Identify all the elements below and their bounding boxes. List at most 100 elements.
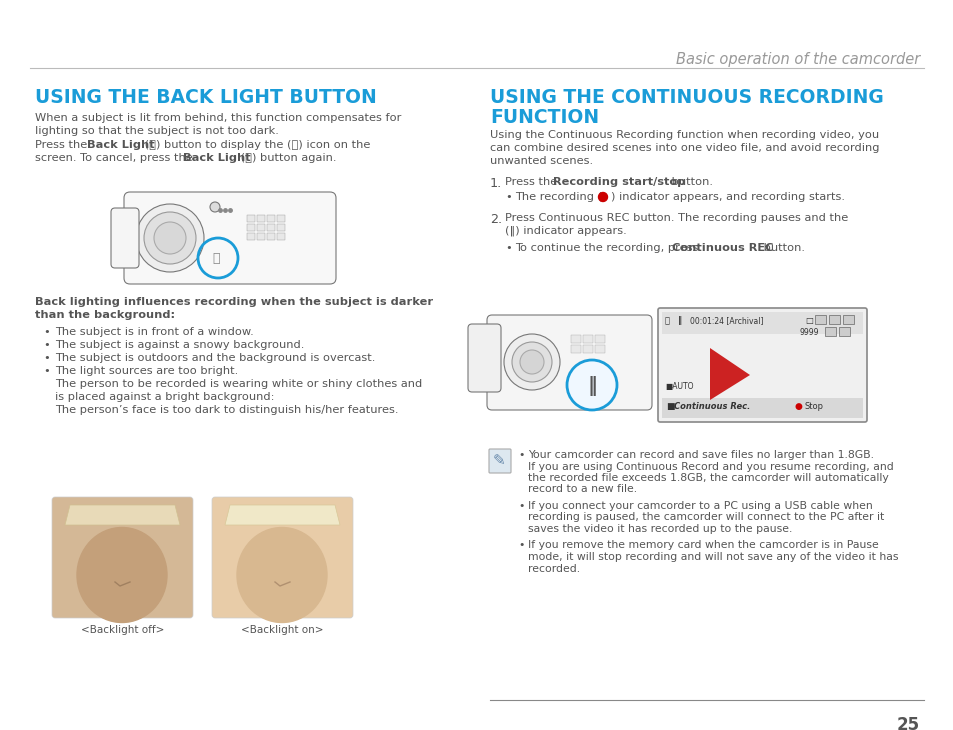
FancyBboxPatch shape	[571, 345, 581, 353]
Text: ■AUTO: ■AUTO	[664, 382, 693, 391]
Text: <Backlight off>: <Backlight off>	[81, 625, 164, 635]
FancyBboxPatch shape	[595, 345, 605, 353]
Polygon shape	[709, 348, 749, 400]
FancyBboxPatch shape	[277, 223, 285, 231]
Text: The subject is outdoors and the background is overcast.: The subject is outdoors and the backgrou…	[55, 353, 375, 363]
FancyBboxPatch shape	[595, 334, 605, 342]
Text: •: •	[43, 353, 50, 363]
Text: the recorded file exceeds 1.8GB, the camcorder will automatically: the recorded file exceeds 1.8GB, the cam…	[527, 473, 888, 483]
FancyBboxPatch shape	[583, 334, 593, 342]
Text: Press the: Press the	[35, 140, 91, 150]
Text: •: •	[43, 340, 50, 350]
Text: button.: button.	[760, 243, 804, 253]
Text: can combine desired scenes into one video file, and avoid recording: can combine desired scenes into one vide…	[490, 143, 879, 153]
FancyBboxPatch shape	[257, 232, 265, 239]
Ellipse shape	[77, 528, 167, 623]
Text: recording is paused, the camcorder will connect to the PC after it: recording is paused, the camcorder will …	[527, 512, 883, 523]
FancyBboxPatch shape	[486, 315, 651, 410]
Text: The person to be recorded is wearing white or shiny clothes and: The person to be recorded is wearing whi…	[55, 379, 422, 389]
FancyBboxPatch shape	[124, 192, 335, 284]
FancyBboxPatch shape	[212, 497, 353, 618]
Text: (‖) indicator appears.: (‖) indicator appears.	[504, 226, 626, 237]
Text: is placed against a bright background:: is placed against a bright background:	[55, 392, 274, 402]
Text: record to a new file.: record to a new file.	[527, 485, 637, 494]
Circle shape	[512, 342, 552, 382]
Text: •: •	[517, 501, 524, 511]
FancyBboxPatch shape	[489, 449, 511, 473]
Text: 25: 25	[896, 716, 919, 730]
Text: USING THE CONTINUOUS RECORDING: USING THE CONTINUOUS RECORDING	[490, 88, 882, 107]
FancyBboxPatch shape	[267, 223, 275, 231]
Circle shape	[598, 193, 607, 201]
Circle shape	[503, 334, 559, 390]
Text: (Ⓡ) button again.: (Ⓡ) button again.	[236, 153, 336, 163]
FancyBboxPatch shape	[247, 215, 255, 221]
Text: Back Light: Back Light	[87, 140, 154, 150]
Circle shape	[519, 350, 543, 374]
Text: The subject is against a snowy background.: The subject is against a snowy backgroun…	[55, 340, 304, 350]
Text: ●: ●	[794, 402, 802, 411]
Text: •: •	[43, 327, 50, 337]
Text: The subject is in front of a window.: The subject is in front of a window.	[55, 327, 253, 337]
Text: saves the video it has recorded up to the pause.: saves the video it has recorded up to th…	[527, 524, 792, 534]
Text: Recording start/stop: Recording start/stop	[553, 177, 684, 187]
Circle shape	[153, 222, 186, 254]
FancyBboxPatch shape	[267, 215, 275, 221]
Text: 1.: 1.	[490, 177, 501, 190]
FancyBboxPatch shape	[111, 208, 139, 268]
FancyBboxPatch shape	[842, 315, 854, 323]
FancyBboxPatch shape	[247, 223, 255, 231]
Text: Back Light: Back Light	[183, 153, 251, 163]
Text: recorded.: recorded.	[527, 564, 579, 574]
Text: The recording (: The recording (	[515, 192, 601, 202]
Text: FUNCTION: FUNCTION	[490, 108, 598, 127]
Text: When a subject is lit from behind, this function compensates for: When a subject is lit from behind, this …	[35, 113, 401, 123]
Text: button.: button.	[667, 177, 712, 187]
Text: Using the Continuous Recording function when recording video, you: Using the Continuous Recording function …	[490, 130, 879, 140]
FancyBboxPatch shape	[661, 312, 862, 334]
Polygon shape	[65, 505, 180, 525]
FancyBboxPatch shape	[257, 215, 265, 221]
Text: Stop: Stop	[804, 402, 823, 411]
Text: 🎥: 🎥	[664, 316, 669, 325]
Text: If you connect your camcorder to a PC using a USB cable when: If you connect your camcorder to a PC us…	[527, 501, 872, 511]
FancyBboxPatch shape	[247, 232, 255, 239]
Text: screen. To cancel, press the: screen. To cancel, press the	[35, 153, 196, 163]
Text: Continuous REC: Continuous REC	[671, 243, 773, 253]
Text: ) indicator appears, and recording starts.: ) indicator appears, and recording start…	[610, 192, 844, 202]
Text: •: •	[504, 192, 511, 202]
Text: lighting so that the subject is not too dark.: lighting so that the subject is not too …	[35, 126, 278, 136]
FancyBboxPatch shape	[839, 326, 850, 336]
Text: Basic operation of the camcorder: Basic operation of the camcorder	[675, 52, 919, 67]
Text: 00:01:24 [Archival]: 00:01:24 [Archival]	[689, 316, 762, 325]
Circle shape	[210, 202, 220, 212]
FancyBboxPatch shape	[277, 215, 285, 221]
FancyBboxPatch shape	[468, 324, 500, 392]
Text: •: •	[43, 366, 50, 376]
Text: Press the: Press the	[504, 177, 560, 187]
Text: To continue the recording, press: To continue the recording, press	[515, 243, 701, 253]
Text: Continuous Rec.: Continuous Rec.	[673, 402, 749, 411]
FancyBboxPatch shape	[277, 232, 285, 239]
Text: than the background:: than the background:	[35, 310, 175, 320]
Text: ■: ■	[665, 402, 674, 411]
FancyBboxPatch shape	[658, 308, 866, 422]
Text: The light sources are too bright.: The light sources are too bright.	[55, 366, 238, 376]
Text: If you remove the memory card when the camcorder is in Pause: If you remove the memory card when the c…	[527, 540, 878, 550]
FancyBboxPatch shape	[257, 223, 265, 231]
Text: •: •	[504, 243, 511, 253]
Circle shape	[136, 204, 204, 272]
FancyBboxPatch shape	[571, 334, 581, 342]
Text: ‖: ‖	[678, 316, 681, 325]
Text: (Ⓡ) button to display the (Ⓡ) icon on the: (Ⓡ) button to display the (Ⓡ) icon on th…	[141, 140, 370, 150]
Text: 9999: 9999	[800, 328, 819, 337]
FancyBboxPatch shape	[828, 315, 840, 323]
Text: <Backlight on>: <Backlight on>	[241, 625, 323, 635]
Text: 2.: 2.	[490, 213, 501, 226]
FancyBboxPatch shape	[52, 497, 193, 618]
Text: mode, it will stop recording and will not save any of the video it has: mode, it will stop recording and will no…	[527, 552, 898, 562]
Text: USING THE BACK LIGHT BUTTON: USING THE BACK LIGHT BUTTON	[35, 88, 376, 107]
Text: ✎: ✎	[493, 453, 505, 468]
Text: ‖: ‖	[586, 376, 597, 396]
Text: Your camcorder can record and save files no larger than 1.8GB.: Your camcorder can record and save files…	[527, 450, 873, 460]
